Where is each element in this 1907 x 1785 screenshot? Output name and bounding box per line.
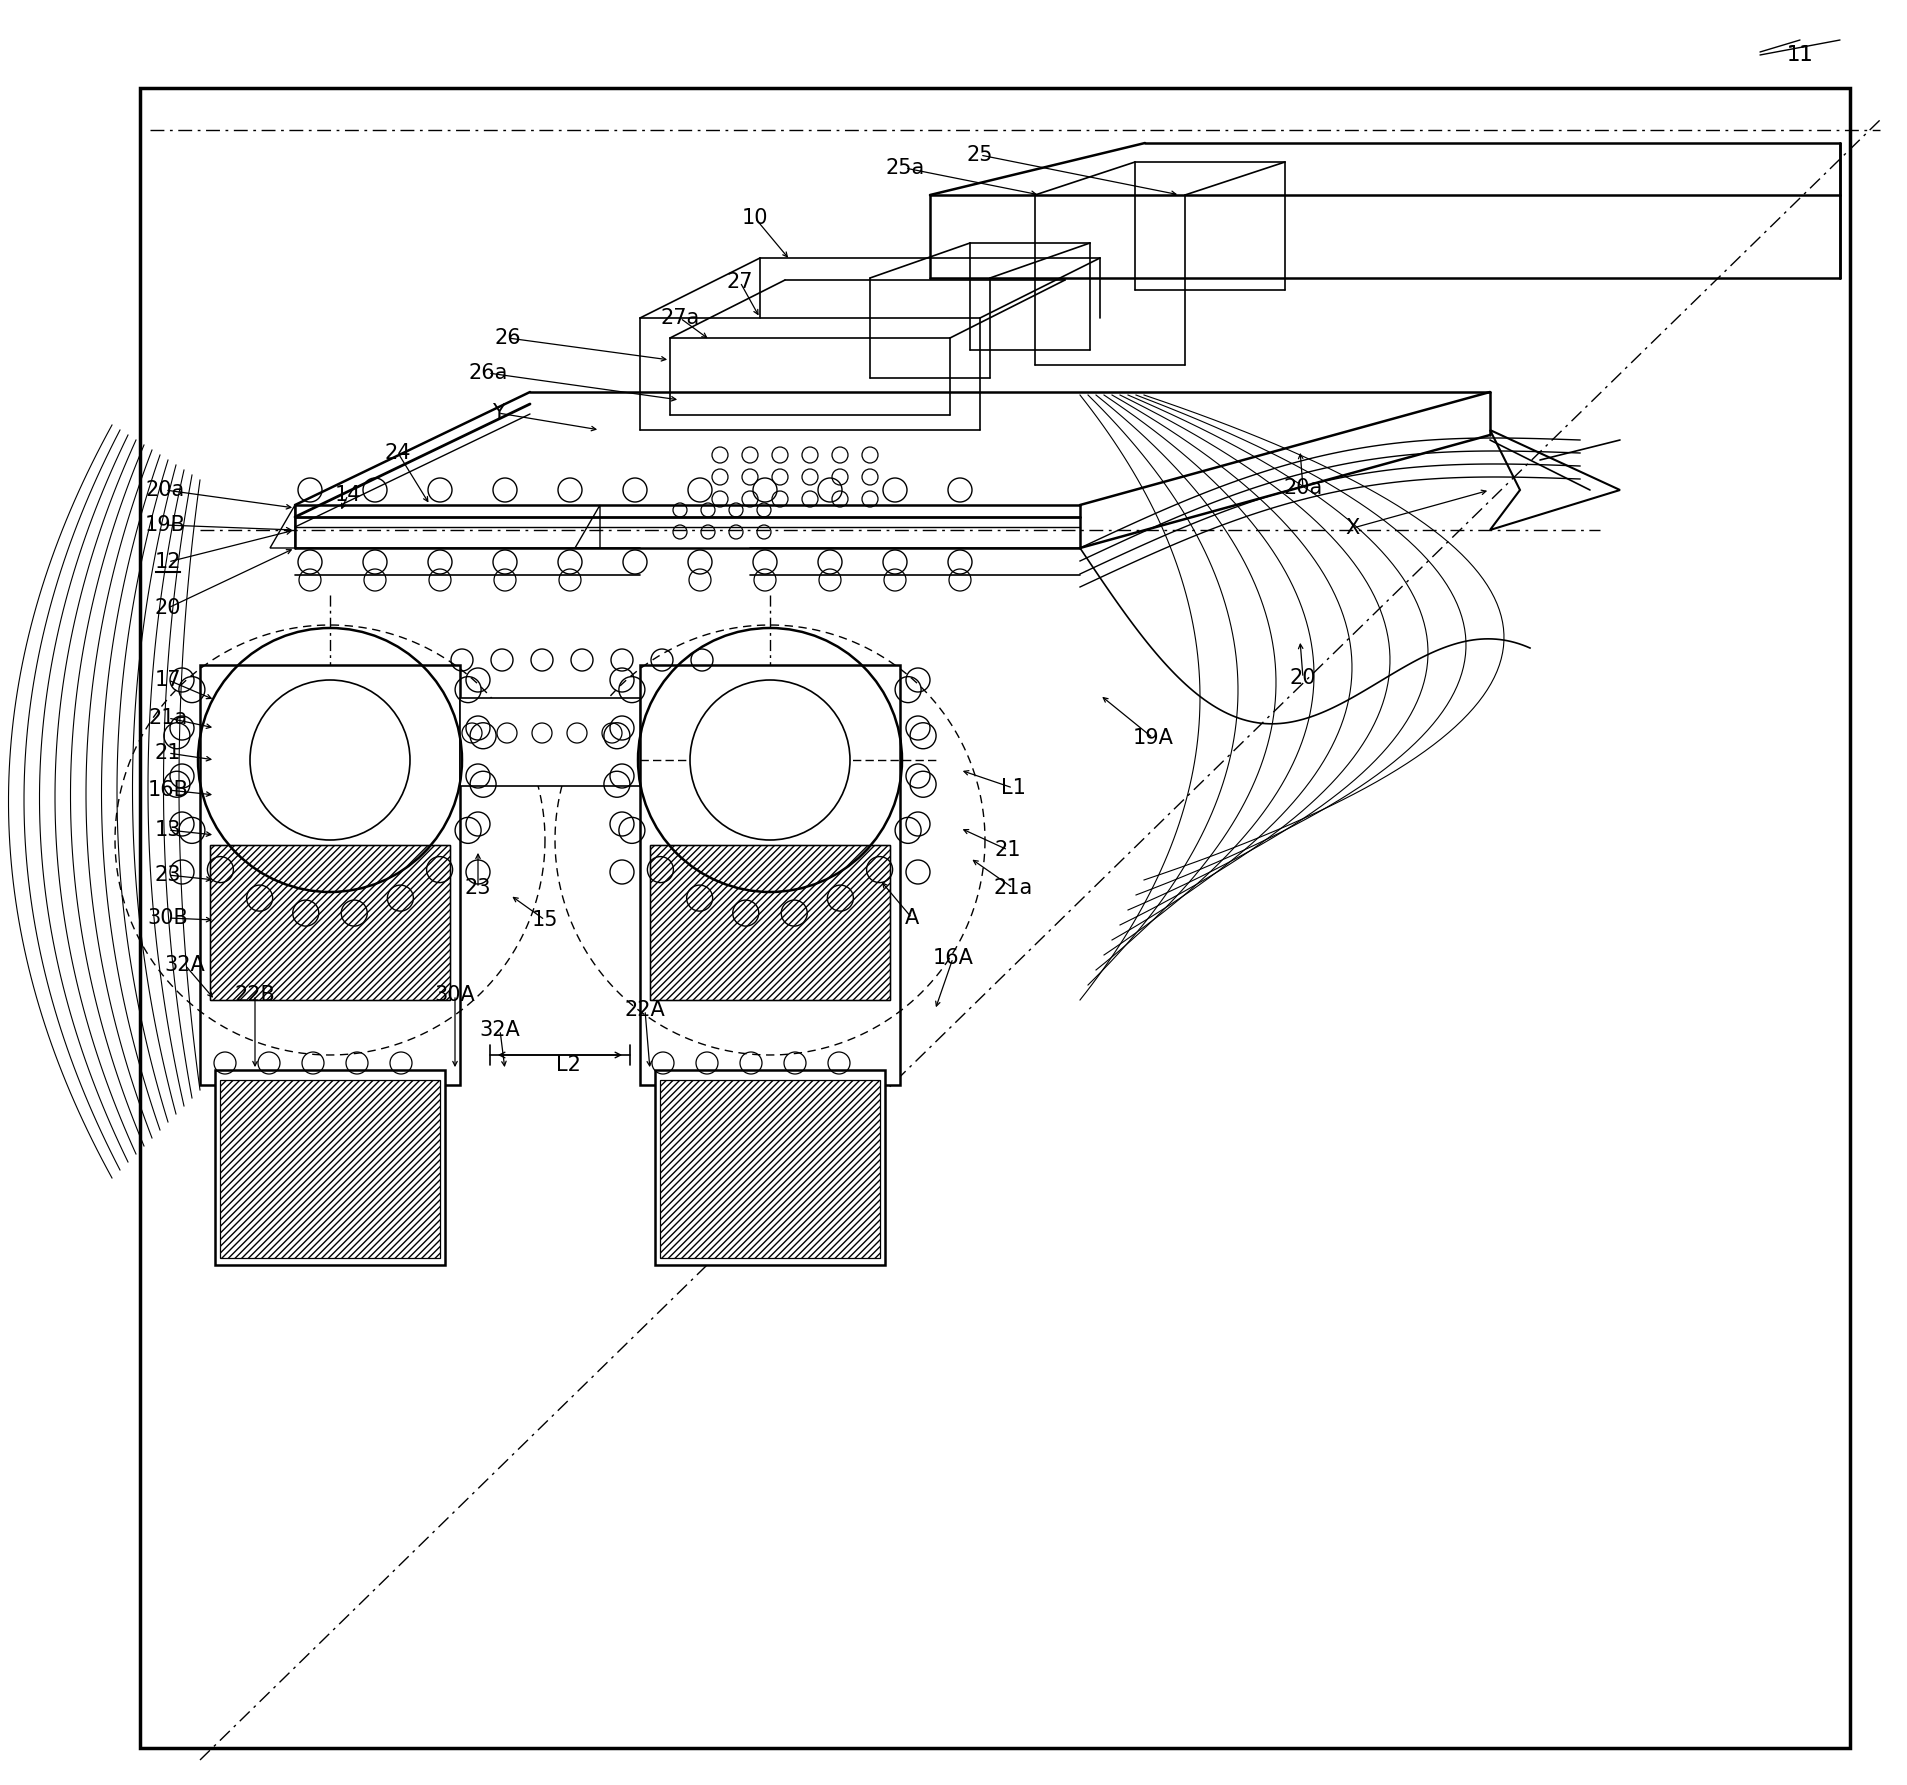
Bar [660,1080,879,1258]
Text: 19B: 19B [145,516,185,536]
Bar [654,1069,885,1266]
Text: 21a: 21a [149,709,187,728]
Circle shape [250,680,410,841]
Text: 20: 20 [1289,668,1316,687]
Bar [200,666,460,1085]
Text: 20a: 20a [1283,478,1323,498]
Text: 11: 11 [1787,45,1814,64]
Text: 26: 26 [494,328,521,348]
Text: A: A [906,909,919,928]
Bar [641,666,900,1085]
Text: 27a: 27a [660,309,700,328]
Text: 21: 21 [154,743,181,762]
Text: 30B: 30B [147,909,189,928]
Bar [650,844,891,1000]
Text: 22A: 22A [625,1000,666,1019]
Text: 20: 20 [154,598,181,618]
Bar [650,844,891,1000]
Text: L2: L2 [555,1055,580,1075]
Text: 16B: 16B [147,780,189,800]
Text: 21a: 21a [994,878,1032,898]
Text: 21: 21 [995,841,1022,860]
Text: L1: L1 [1001,778,1026,798]
Text: 20a: 20a [145,480,185,500]
Text: 10: 10 [742,209,769,228]
Text: 12: 12 [154,552,181,571]
Bar [460,698,641,785]
Bar [210,844,450,1000]
Text: 19A: 19A [1133,728,1173,748]
Text: 15: 15 [532,910,559,930]
Bar [215,1069,444,1266]
Text: 25a: 25a [885,159,925,178]
Text: 23: 23 [154,866,181,885]
Text: 32A: 32A [481,1019,521,1041]
Text: 27: 27 [727,271,753,293]
Text: 17: 17 [154,669,181,691]
Text: 14: 14 [336,486,360,505]
Text: Y: Y [492,403,505,423]
Bar [139,87,1850,1748]
Bar [210,844,450,1000]
Text: 24: 24 [385,443,412,462]
Circle shape [690,680,851,841]
Text: 11: 11 [1787,45,1814,64]
Text: 23: 23 [465,878,492,898]
Text: 13: 13 [154,819,181,841]
Text: 16A: 16A [933,948,973,967]
Text: 30A: 30A [435,985,475,1005]
Text: 32A: 32A [164,955,206,975]
Text: 26a: 26a [469,362,507,384]
Text: 25: 25 [967,145,994,164]
Text: X: X [1346,518,1360,537]
Bar [219,1080,441,1258]
Text: 22B: 22B [235,985,275,1005]
